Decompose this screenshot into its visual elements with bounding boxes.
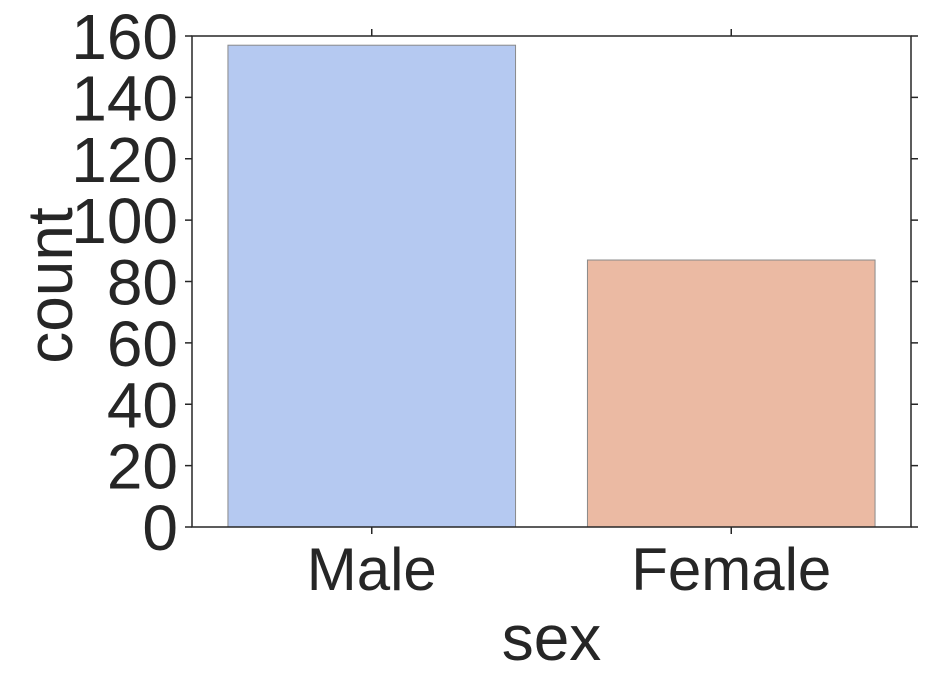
- y-tick-label: 120: [71, 124, 178, 196]
- ticks-layer: [185, 29, 918, 534]
- bar-male: [227, 44, 517, 528]
- x-tick-labels: Male Female: [307, 536, 832, 603]
- plot-frame: [191, 35, 912, 528]
- bar-female: [586, 259, 876, 528]
- y-tick-label: 140: [71, 62, 178, 134]
- x-tick-label-male: Male: [307, 536, 437, 603]
- bars-layer: [227, 44, 876, 528]
- y-tick-label: 160: [71, 1, 178, 73]
- y-tick-label: 20: [107, 431, 178, 503]
- y-tick-label: 0: [142, 492, 178, 564]
- y-tick-label: 40: [107, 369, 178, 441]
- y-tick-label: 60: [107, 308, 178, 380]
- y-tick-label: 100: [71, 185, 178, 257]
- x-axis-title: sex: [502, 602, 602, 674]
- y-tick-label: 80: [107, 247, 178, 319]
- y-axis-title: count: [14, 207, 86, 364]
- x-tick-label-female: Female: [631, 536, 831, 603]
